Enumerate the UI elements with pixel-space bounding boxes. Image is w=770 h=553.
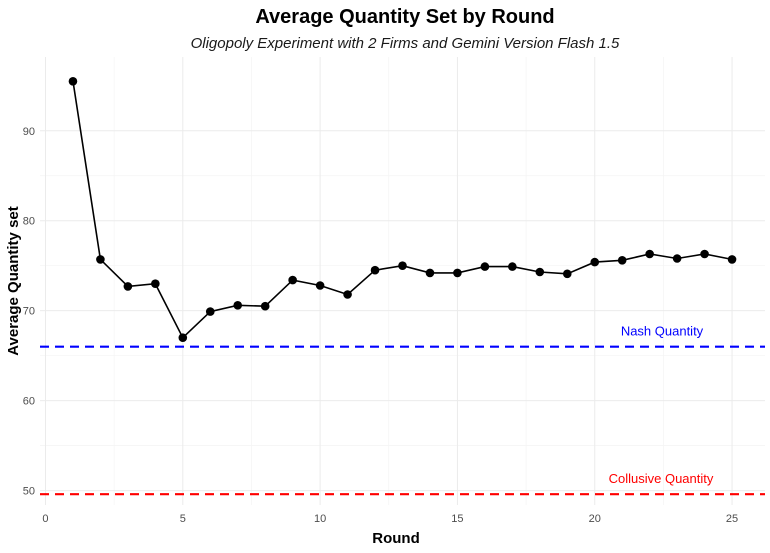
data-point <box>315 281 325 290</box>
data-point <box>480 262 490 271</box>
data-point <box>343 290 352 299</box>
data-point <box>562 269 572 279</box>
x-tick-label: 25 <box>726 513 738 525</box>
x-tick-label: 5 <box>180 513 186 525</box>
data-series <box>68 76 737 342</box>
data-point <box>617 256 627 265</box>
chart-subtitle: Oligopoly Experiment with 2 Firms and Ge… <box>191 35 620 52</box>
data-point <box>453 268 462 278</box>
data-point <box>123 282 133 291</box>
data-point <box>260 301 270 311</box>
data-point <box>288 275 297 285</box>
collusive-quantity-label: Collusive Quantity <box>609 471 714 486</box>
data-point <box>151 279 160 288</box>
data-point <box>727 255 737 264</box>
data-point <box>535 267 545 277</box>
chart-title: Average Quantity Set by Round <box>255 6 554 28</box>
series-line <box>72 81 733 340</box>
data-point <box>645 249 654 259</box>
y-tick-label: 90 <box>23 126 35 138</box>
data-point <box>370 265 380 275</box>
data-point <box>508 262 517 271</box>
data-point <box>590 257 600 267</box>
x-tick-label: 10 <box>314 513 326 525</box>
data-point <box>233 300 243 310</box>
nash-quantity-label: Nash Quantity <box>621 324 704 339</box>
y-axis-title: Average Quantity set <box>5 206 22 356</box>
tick-labels: 0 5 10 15 20 25 50 60 70 80 90 <box>23 126 738 525</box>
y-tick-label: 50 <box>23 486 35 498</box>
x-tick-label: 15 <box>451 513 463 525</box>
data-point <box>68 76 78 86</box>
reference-lines: Nash Quantity Collusive Quantity <box>40 324 765 496</box>
x-tick-label: 20 <box>589 513 601 525</box>
data-point <box>205 307 215 316</box>
x-axis-title: Round <box>372 530 419 547</box>
y-tick-label: 70 <box>23 306 35 318</box>
x-tick-label: 0 <box>42 513 48 525</box>
data-point <box>96 255 105 264</box>
y-tick-label: 60 <box>23 396 35 408</box>
grid <box>40 57 765 505</box>
data-point <box>425 268 435 278</box>
data-point <box>398 261 407 271</box>
y-tick-label: 80 <box>23 216 35 228</box>
data-point <box>672 254 682 263</box>
data-point <box>700 249 709 259</box>
data-point <box>178 333 188 342</box>
